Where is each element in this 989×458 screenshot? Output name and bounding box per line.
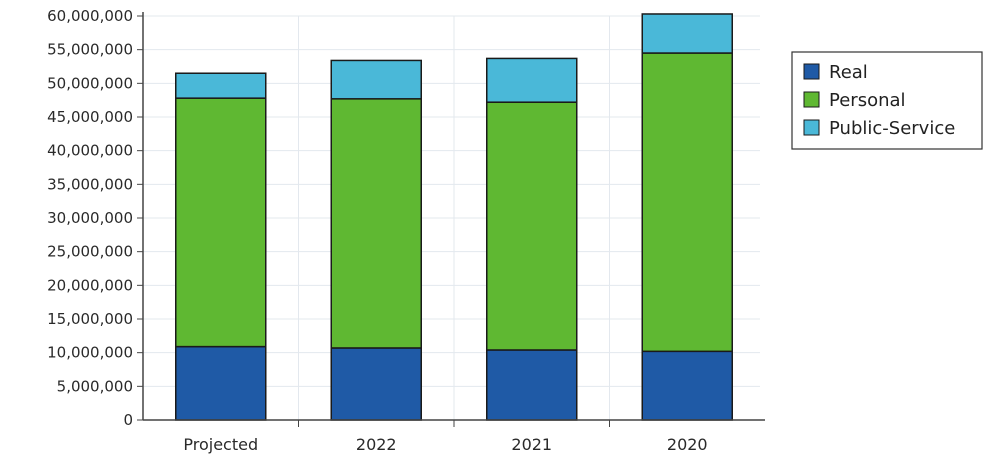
legend-box [791, 51, 983, 150]
bar-segment-public-service [486, 57, 578, 103]
legend-label: Real [829, 62, 868, 83]
y-tick-label: 35,000,000 [47, 175, 133, 193]
bar-segment-personal [641, 52, 733, 353]
bar-segment-personal [486, 101, 578, 351]
legend-label: Public-Service [829, 118, 955, 139]
x-category-labels: Projected 2022 2021 2020 [183, 420, 708, 454]
legend-swatch [803, 91, 820, 108]
y-tick-label: 25,000,000 [47, 243, 133, 261]
y-tick-label: 20,000,000 [47, 276, 133, 294]
y-tick-label: 40,000,000 [47, 142, 133, 160]
y-tick-label: 0 [123, 411, 133, 429]
bar-segment-personal [175, 97, 267, 348]
y-tick-label: 15,000,000 [47, 310, 133, 328]
y-tick-label: 55,000,000 [47, 41, 133, 59]
legend-swatch [803, 119, 820, 136]
bar-segment-public-service [641, 13, 733, 54]
legend-label: Personal [829, 90, 906, 111]
bar-segment-real [486, 349, 578, 421]
legend: Real Personal Public-Service [791, 51, 983, 150]
bar-segment-real [641, 350, 733, 421]
bar-segment-public-service [330, 59, 422, 100]
x-category-label: 2022 [356, 435, 397, 454]
bar-segment-real [175, 345, 267, 421]
y-tick-label: 45,000,000 [47, 108, 133, 126]
x-category-label: 2021 [511, 435, 552, 454]
x-category-label: 2020 [667, 435, 708, 454]
bar-segment-real [330, 347, 422, 421]
legend-swatch [803, 63, 820, 80]
y-tick-label: 60,000,000 [47, 7, 133, 25]
y-tick-label: 5,000,000 [57, 377, 133, 395]
bar-segment-personal [330, 98, 422, 349]
x-category-label: Projected [183, 435, 258, 454]
y-tick-label: 10,000,000 [47, 344, 133, 362]
bars [175, 13, 733, 421]
bar-segment-public-service [175, 72, 267, 99]
y-tick-labels: 0 5,000,000 10,000,000 15,000,000 20,000,000… [47, 7, 143, 429]
y-tick-label: 50,000,000 [47, 74, 133, 92]
y-tick-label: 30,000,000 [47, 209, 133, 227]
